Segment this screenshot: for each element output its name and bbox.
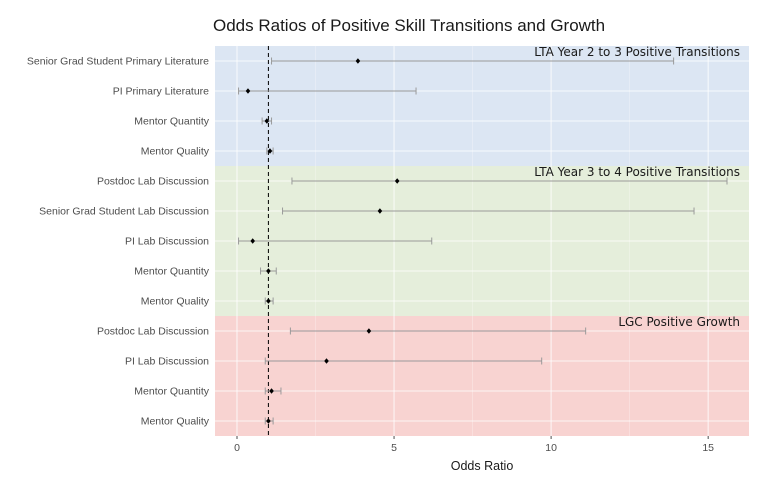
odds-ratio-point — [266, 298, 271, 304]
chart-title: Odds Ratios of Positive Skill Transition… — [213, 16, 605, 35]
panel-background-3 — [215, 316, 749, 436]
odds-ratio-point — [377, 208, 383, 214]
y-tick-label: PI Lab Discussion — [125, 356, 209, 368]
odds-ratio-point — [269, 388, 274, 394]
y-tick-label: Senior Grad Student Primary Literature — [27, 56, 209, 68]
x-tick-label: 0 — [234, 442, 240, 454]
odds-ratio-point — [264, 118, 270, 124]
panel-label-3: LGC Positive Growth — [618, 315, 740, 329]
odds-ratio-point — [250, 238, 255, 244]
odds-ratio-point — [266, 418, 271, 424]
x-tick-label: 10 — [545, 442, 557, 454]
y-tick-label: Mentor Quality — [141, 296, 210, 308]
y-tick-label: Mentor Quantity — [134, 266, 209, 278]
y-tick-label: Mentor Quantity — [134, 386, 209, 398]
x-tick-label: 15 — [702, 442, 714, 454]
y-tick-label: Mentor Quality — [141, 416, 210, 428]
odds-ratio-point — [266, 268, 271, 274]
x-axis-label: Odds Ratio — [451, 459, 514, 473]
y-tick-label: Senior Grad Student Lab Discussion — [39, 206, 209, 218]
y-tick-label: PI Primary Literature — [113, 86, 209, 98]
odds-ratio-point — [267, 148, 273, 154]
odds-ratio-point — [245, 88, 251, 94]
panel-label-2: LTA Year 3 to 4 Positive Transitions — [534, 165, 740, 179]
y-tick-label: Mentor Quantity — [134, 116, 209, 128]
chart-marks — [238, 57, 728, 425]
odds-ratio-point — [324, 358, 329, 364]
y-tick-label: PI Lab Discussion — [125, 236, 209, 248]
y-tick-label: Postdoc Lab Discussion — [97, 326, 209, 338]
x-tick-labels: 0 5 10 15 — [234, 436, 714, 454]
y-tick-label: Postdoc Lab Discussion — [97, 176, 209, 188]
odds-ratio-point — [355, 58, 361, 64]
x-tick-label: 5 — [391, 442, 397, 454]
panel-background-1 — [215, 46, 749, 166]
panel-label-1: LTA Year 2 to 3 Positive Transitions — [534, 45, 740, 59]
odds-ratio-point — [366, 328, 372, 334]
odds-ratio-point — [394, 178, 400, 184]
y-tick-label: Mentor Quality — [141, 146, 210, 158]
panel-labels: LTA Year 2 to 3 Positive Transitions LTA … — [534, 45, 740, 329]
y-tick-labels: Senior Grad Student Primary Literature PI… — [27, 56, 210, 428]
